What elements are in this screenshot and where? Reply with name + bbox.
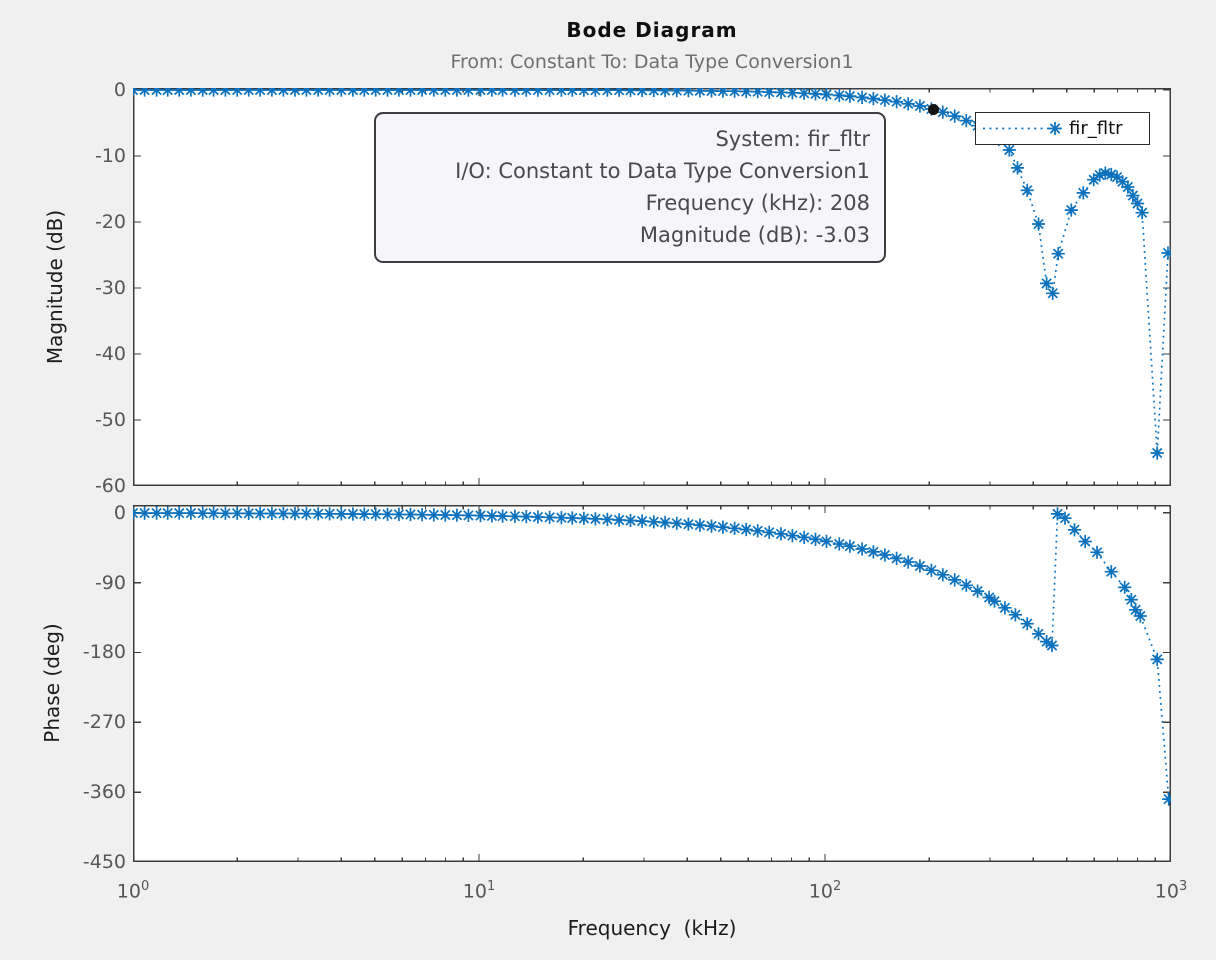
magnitude-y-tick-label: -60 bbox=[94, 475, 126, 497]
x-tick-10e2: 102 bbox=[808, 879, 842, 903]
datatip-tooltip[interactable]: System: fir_fltr I/O: Constant to Data T… bbox=[374, 112, 886, 263]
phase-y-tick-label: -270 bbox=[82, 711, 126, 734]
phase-y-tick-label: 0 bbox=[113, 501, 126, 524]
datatip-anchor-dot[interactable] bbox=[928, 104, 939, 115]
plot-title: Bode Diagram bbox=[566, 18, 738, 42]
magnitude-y-tick-label: -10 bbox=[94, 144, 126, 167]
datatip-io-line: I/O: Constant to Data Type Conversion1 bbox=[455, 159, 870, 183]
x-axis-label: Frequency (kHz) bbox=[567, 916, 737, 940]
magnitude-y-tick-label: -20 bbox=[94, 210, 126, 233]
x-tick-10e0: 100 bbox=[116, 879, 150, 903]
phase-y-tick-label: -360 bbox=[82, 781, 126, 804]
phase-y-tick-label: -450 bbox=[82, 851, 126, 873]
phase-y-tick-label: -180 bbox=[82, 641, 126, 664]
magnitude-y-tick-label: -40 bbox=[94, 342, 126, 365]
x-tick-10e1: 101 bbox=[462, 879, 496, 903]
axes-border bbox=[133, 505, 1171, 862]
magnitude-y-tick-label: -50 bbox=[94, 408, 126, 431]
legend-line-sample bbox=[983, 121, 1063, 136]
phase-curve-line bbox=[133, 512, 1170, 800]
x-tick-10e3: 103 bbox=[1154, 879, 1188, 903]
legend-box[interactable]: fir_fltr bbox=[975, 112, 1150, 145]
datatip-system-line: System: fir_fltr bbox=[715, 127, 870, 151]
phase-plot-area[interactable] bbox=[133, 505, 1171, 862]
plot-subtitle: From: Constant To: Data Type Conversion1 bbox=[450, 51, 854, 73]
datatip-magnitude-line: Magnitude (dB): -3.03 bbox=[639, 223, 870, 247]
datatip-frequency-line: Frequency (kHz): 208 bbox=[645, 191, 870, 215]
phase-y-tick-label: -90 bbox=[94, 571, 126, 594]
magnitude-y-tick-label: 0 bbox=[113, 78, 126, 101]
magnitude-y-tick-label: -30 bbox=[94, 276, 126, 299]
legend-entry-label[interactable]: fir_fltr bbox=[1069, 118, 1123, 139]
